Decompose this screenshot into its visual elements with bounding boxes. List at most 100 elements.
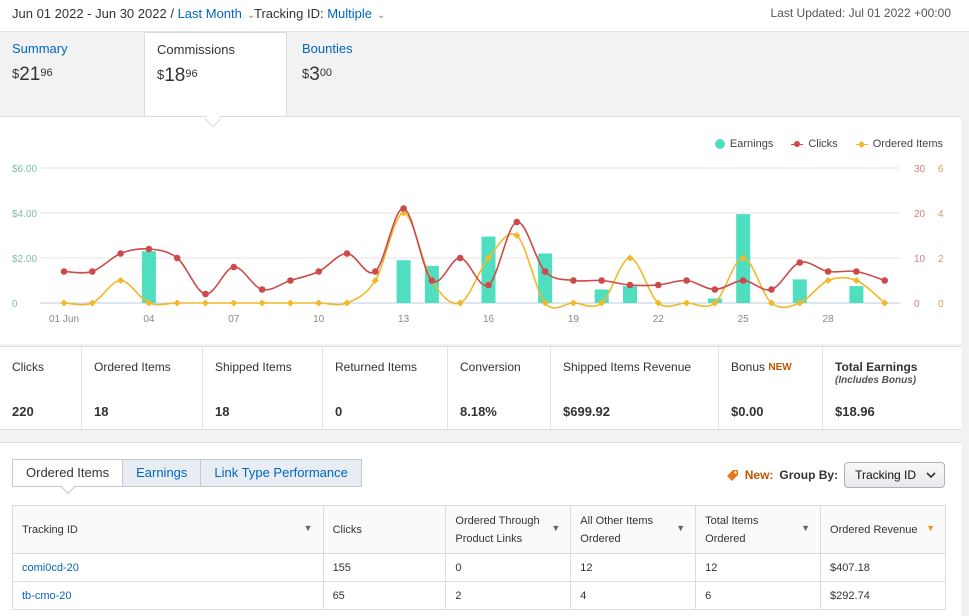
sort-icon[interactable]: ▼ [801,523,811,533]
ordered-items-point [569,299,577,307]
top-bar: Jun 01 2022 - Jun 30 2022 / Last Month ⌄ … [0,0,969,32]
column-header-total-items[interactable]: Total Items Ordered ▼ [695,505,822,554]
clicks-point [655,281,662,289]
column-header-tracking-id[interactable]: Tracking ID ▼ [12,505,324,554]
sort-icon[interactable]: ▼ [303,523,313,533]
tab-bounties[interactable]: Bounties $300 [290,32,434,116]
clicks-point [230,263,238,271]
period-link[interactable]: Last Month [177,6,242,21]
chart-legend: Earnings Clicks Ordered Items [714,138,943,150]
metric-value: $18.96 [835,404,875,419]
clicks-point [400,205,407,212]
metric-shipped-revenue: Shipped Items Revenue $699.92 [551,347,719,429]
legend-earnings[interactable]: Earnings [714,138,773,150]
tracking-id-link[interactable]: comi0cd-20 [12,553,324,582]
clicks-point [711,286,719,293]
table-cell: 155 [322,553,447,582]
table-row: comi0cd-20 155 0 12 12 $407.18 [12,553,946,582]
clicks-point [626,281,634,289]
clicks-point [315,268,323,275]
group-by-select[interactable]: Tracking ID [844,462,945,488]
ordered-items-point [654,299,662,307]
earnings-bar [849,286,864,303]
y-tick-label-right: 0 [938,299,944,310]
chevron-down-icon[interactable]: ⌄ [377,10,386,21]
metric-label: Shipped Items [215,360,292,374]
ordered-items-point [60,299,68,307]
tab-link-type-performance[interactable]: Link Type Performance [200,459,362,487]
clicks-point [173,254,181,262]
clicks-point [456,254,464,262]
clicks-point [796,259,804,266]
y-tick-label-mid: 20 [914,209,926,220]
y-tick-label-mid: 0 [914,299,920,310]
y-tick-label-right: 2 [938,254,944,265]
ordered-items-point [117,276,125,285]
x-tick-label: 19 [568,314,580,325]
new-badge: NEW [768,362,792,373]
table-cell: 12 [570,553,697,582]
y-tick-label-right: 6 [938,164,944,175]
legend-clicks[interactable]: Clicks [791,138,838,150]
clicks-point [541,268,549,275]
sort-icon[interactable]: ▼ [926,523,935,533]
metric-shipped-items: Shipped Items 18 [203,347,323,429]
ordered-items-point [824,276,832,285]
metric-conversion: Conversion 8.18% [448,347,551,429]
ordered-items-point [541,299,549,307]
ordered-items-point [286,299,294,307]
table-cell: 65 [322,581,447,610]
tracking-id-selector[interactable]: Tracking ID: Multiple ⌄ [254,6,385,21]
metric-value: 220 [12,404,34,419]
ordered-items-point [711,299,719,307]
column-header-ordered-through[interactable]: Ordered Through Product Links ▼ [445,505,572,554]
table-cell: $407.18 [820,553,946,582]
report-tabs: Ordered Items Earnings Link Type Perform… [12,459,362,487]
column-header-all-other-items[interactable]: All Other Items Ordered ▼ [570,505,697,554]
tracking-id-link[interactable]: tb-cmo-20 [12,581,324,610]
ordered-items-point [739,254,747,262]
sort-icon[interactable]: ▼ [551,523,561,533]
clicks-point [287,277,294,284]
legend-ordered-items[interactable]: Ordered Items [855,138,943,150]
table-cell: 0 [445,553,572,582]
x-tick-label: 01 Jun [49,314,79,325]
sort-icon[interactable]: ▼ [676,523,686,533]
ordered-items-point [343,299,351,307]
report-section: Ordered Items Earnings Link Type Perform… [0,442,961,616]
earnings-bar [141,251,156,303]
tab-summary[interactable]: Summary $2196 [0,32,144,116]
clicks-point [145,245,153,253]
metric-value: $0.00 [731,404,764,419]
tracking-id-value[interactable]: Multiple [327,6,373,21]
ordered-items-point [371,276,379,285]
date-range-separator: / [170,6,174,21]
ordered-items-line [63,212,886,309]
ordered-items-point [852,276,860,285]
metric-value: 0 [335,404,343,419]
clicks-point [89,268,96,275]
ordered-items-point [88,299,96,307]
y-tick-label-mid: 30 [914,164,926,175]
column-header-clicks[interactable]: Clicks [322,505,447,554]
date-range-selector[interactable]: Jun 01 2022 - Jun 30 2022 / Last Month ⌄ [12,6,255,21]
tab-commissions[interactable]: Commissions $1896 [144,32,287,117]
clicks-line [63,207,885,295]
column-header-ordered-revenue[interactable]: Ordered Revenue ▼ [820,505,946,554]
tab-commissions-label: Commissions [157,42,236,57]
y-tick-label-left: $6.00 [12,164,37,175]
last-updated: Last Updated: Jul 01 2022 +00:00 [770,6,951,20]
table-cell: $292.74 [820,581,946,610]
ordered-items-point [173,299,181,307]
tab-earnings[interactable]: Earnings [122,459,202,487]
table-row: tb-cmo-20 65 2 4 6 $292.74 [12,581,946,610]
earnings-bar [623,286,637,303]
clicks-point [739,277,747,284]
chevron-down-icon[interactable]: ⌄ [246,10,256,21]
date-range-text: Jun 01 2022 - Jun 30 2022 [12,6,167,21]
clicks-point [570,277,577,284]
summary-tabs: Summary $2196 Commissions $1896 Bounties… [0,32,969,117]
x-tick-label: 13 [398,314,410,325]
table-cell: 12 [695,553,822,582]
group-by-selected: Tracking ID [855,468,916,482]
